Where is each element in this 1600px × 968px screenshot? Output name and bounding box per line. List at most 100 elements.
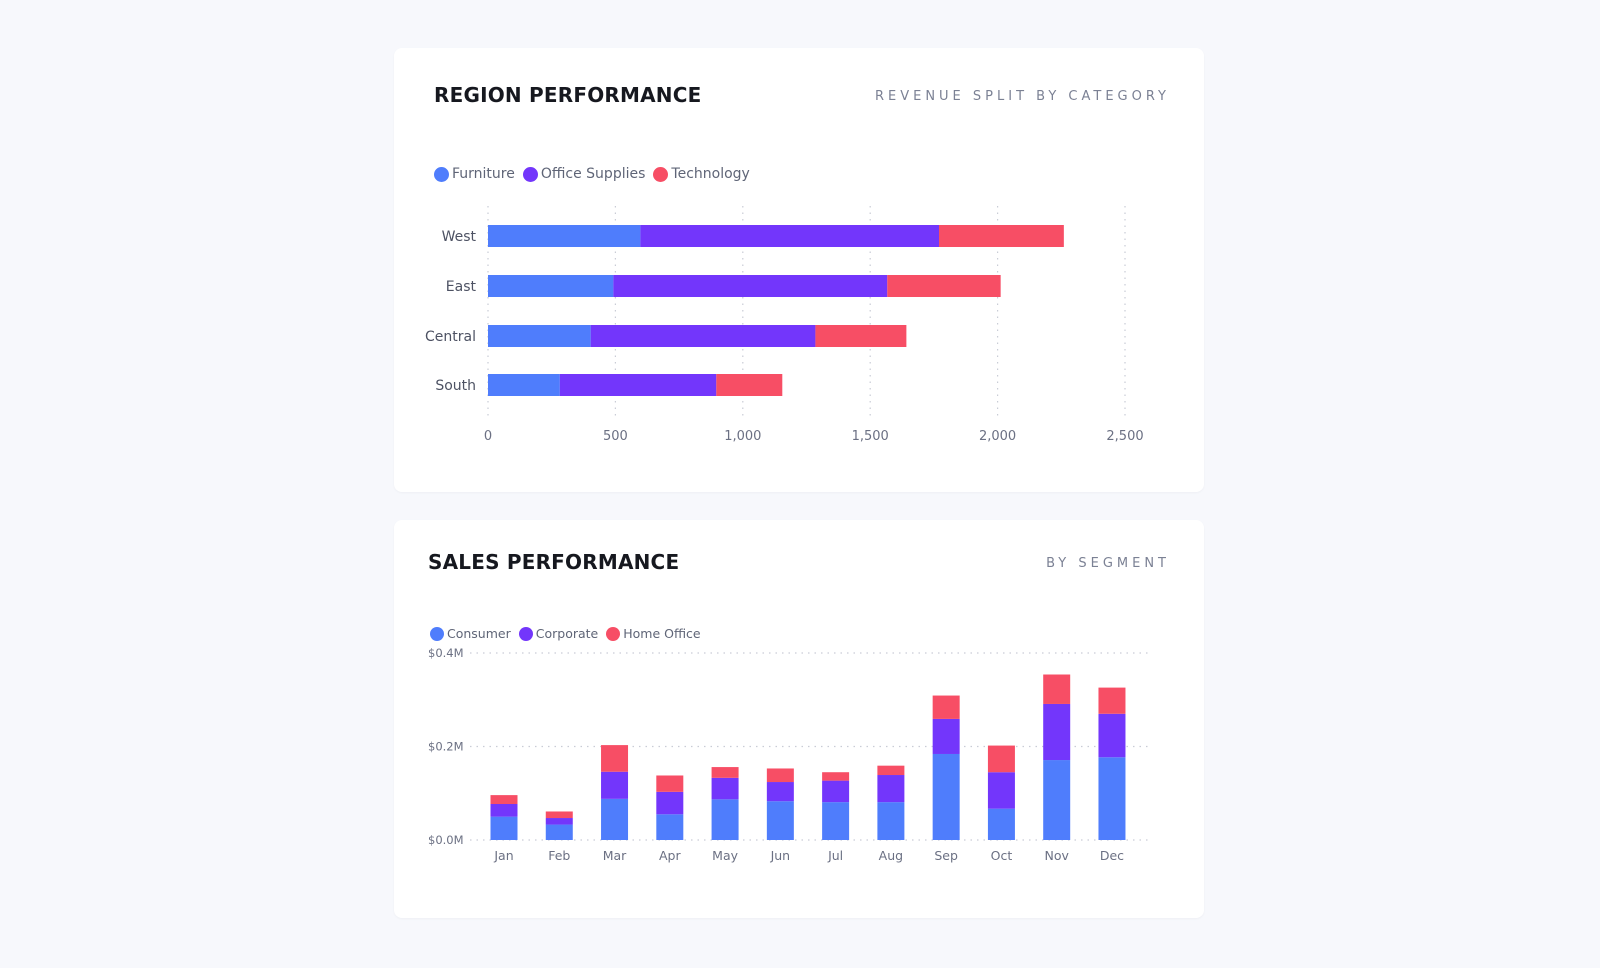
bar-east-technology[interactable] xyxy=(887,275,1001,297)
bar-feb-home-office[interactable] xyxy=(545,811,573,819)
x-tick-label-mar: Mar xyxy=(603,848,627,863)
bar-central-office-supplies[interactable] xyxy=(590,325,816,347)
bar-south-technology[interactable] xyxy=(716,374,783,396)
bar-nov-consumer[interactable] xyxy=(1043,760,1071,840)
x-tick-label-jun: Jun xyxy=(770,848,791,863)
legend-swatch xyxy=(518,626,533,641)
bar-jun-corporate[interactable] xyxy=(766,782,794,802)
x-tick-label: 1,500 xyxy=(852,429,889,444)
x-tick-label-feb: Feb xyxy=(548,848,570,863)
x-tick-label-jul: Jul xyxy=(827,848,843,863)
category-label-south: South xyxy=(435,378,476,394)
bar-mar-corporate[interactable] xyxy=(601,771,629,799)
legend-item-furniture[interactable]: Furniture xyxy=(434,166,515,182)
legend-label: Corporate xyxy=(535,626,599,641)
legend-label: Consumer xyxy=(447,626,511,641)
bar-may-corporate[interactable] xyxy=(711,777,739,800)
bar-apr-corporate[interactable] xyxy=(656,791,684,815)
y-tick-label: $0.0M xyxy=(428,833,464,847)
sales-column-chart: $0.0M $0.2M $0.4M Jan Feb Mar Apr May Jun Jul Aug S… xyxy=(428,646,1152,863)
bar-west-technology[interactable] xyxy=(938,225,1064,247)
bar-aug-corporate[interactable] xyxy=(877,775,905,803)
bar-sep-consumer[interactable] xyxy=(932,753,960,840)
bar-apr-consumer[interactable] xyxy=(656,814,684,840)
x-tick-label-apr: Apr xyxy=(659,848,681,863)
bar-may-consumer[interactable] xyxy=(711,799,739,840)
bar-jul-corporate[interactable] xyxy=(822,780,850,803)
sales-chart-title: SALES PERFORMANCE xyxy=(428,550,680,574)
legend-label: Furniture xyxy=(452,166,515,182)
x-tick-label: 1,000 xyxy=(724,429,761,444)
bar-dec-consumer[interactable] xyxy=(1098,757,1126,840)
region-chart-subtitle: REVENUE SPLIT BY CATEGORY xyxy=(874,89,1170,104)
bar-aug-consumer[interactable] xyxy=(877,802,905,840)
x-tick-label-aug: Aug xyxy=(879,848,903,863)
x-tick-label-jan: Jan xyxy=(493,848,513,863)
legend-item-technology[interactable]: Technology xyxy=(653,166,750,182)
bar-jan-corporate[interactable] xyxy=(490,804,518,817)
bar-sep-home-office[interactable] xyxy=(932,695,960,719)
x-tick-label: 0 xyxy=(484,429,492,444)
sales-chart-legend: Consumer Corporate Home Office xyxy=(430,626,709,641)
bar-oct-home-office[interactable] xyxy=(987,745,1015,773)
legend-label: Office Supplies xyxy=(540,166,646,182)
legend-item-office-supplies[interactable]: Office Supplies xyxy=(522,166,646,182)
x-tick-label: 2,500 xyxy=(1106,429,1143,444)
legend-swatch xyxy=(653,166,669,182)
legend-item-consumer[interactable]: Consumer xyxy=(430,626,511,641)
bar-jun-home-office[interactable] xyxy=(766,768,794,783)
bar-jan-consumer[interactable] xyxy=(490,816,518,840)
sales-chart-subtitle: BY SEGMENT xyxy=(1046,556,1170,571)
bar-dec-home-office[interactable] xyxy=(1098,687,1126,714)
bar-jul-consumer[interactable] xyxy=(822,802,850,840)
bar-apr-home-office[interactable] xyxy=(656,775,684,792)
region-chart-legend: Furniture Office Supplies Technology xyxy=(434,166,758,182)
bar-mar-home-office[interactable] xyxy=(601,745,629,772)
bar-aug-home-office[interactable] xyxy=(877,765,905,776)
bar-sep-corporate[interactable] xyxy=(932,718,960,754)
y-tick-label: $0.4M xyxy=(428,646,464,660)
bar-oct-consumer[interactable] xyxy=(987,808,1015,840)
legend-label: Technology xyxy=(671,166,750,182)
x-tick-label-nov: Nov xyxy=(1044,848,1069,863)
bar-south-furniture[interactable] xyxy=(488,374,560,396)
category-label-east: East xyxy=(446,279,477,295)
x-tick-label-may: May xyxy=(712,848,738,863)
bar-jun-consumer[interactable] xyxy=(766,801,794,840)
legend-swatch xyxy=(522,166,538,182)
bar-oct-corporate[interactable] xyxy=(987,772,1015,809)
legend-label: Home Office xyxy=(623,626,701,641)
bar-may-home-office[interactable] xyxy=(711,767,739,778)
bar-feb-consumer[interactable] xyxy=(545,824,573,840)
legend-swatch xyxy=(430,626,444,641)
category-label-west: West xyxy=(442,229,477,245)
legend-item-corporate[interactable]: Corporate xyxy=(518,626,599,641)
legend-item-home-office[interactable]: Home Office xyxy=(606,626,701,641)
x-tick-label-oct: Oct xyxy=(991,848,1013,863)
category-label-central: Central xyxy=(425,329,476,345)
legend-swatch xyxy=(434,166,449,182)
bar-feb-corporate[interactable] xyxy=(545,818,573,825)
bar-east-furniture[interactable] xyxy=(488,275,614,297)
bar-nov-corporate[interactable] xyxy=(1043,703,1071,761)
y-tick-label: $0.2M xyxy=(428,740,464,754)
bar-central-technology[interactable] xyxy=(815,325,907,347)
x-tick-label-sep: Sep xyxy=(934,848,958,863)
region-performance-card: REGION PERFORMANCE REVENUE SPLIT BY CATE… xyxy=(394,48,1204,492)
region-chart-title: REGION PERFORMANCE xyxy=(434,83,702,107)
x-tick-label: 500 xyxy=(603,429,628,444)
legend-swatch xyxy=(606,626,621,641)
bar-jan-home-office[interactable] xyxy=(490,795,518,805)
x-tick-label-dec: Dec xyxy=(1100,848,1124,863)
bar-central-furniture[interactable] xyxy=(488,325,591,347)
bar-mar-consumer[interactable] xyxy=(601,798,629,840)
bar-east-office-supplies[interactable] xyxy=(613,275,888,297)
bar-dec-corporate[interactable] xyxy=(1098,713,1126,758)
bar-west-furniture[interactable] xyxy=(488,225,641,247)
sales-performance-card: SALES PERFORMANCE BY SEGMENT Consumer Cor… xyxy=(394,520,1204,918)
x-tick-label: 2,000 xyxy=(979,429,1016,444)
bar-west-office-supplies[interactable] xyxy=(640,225,939,247)
bar-jul-home-office[interactable] xyxy=(822,772,850,781)
bar-nov-home-office[interactable] xyxy=(1043,674,1071,704)
bar-south-office-supplies[interactable] xyxy=(559,374,717,396)
